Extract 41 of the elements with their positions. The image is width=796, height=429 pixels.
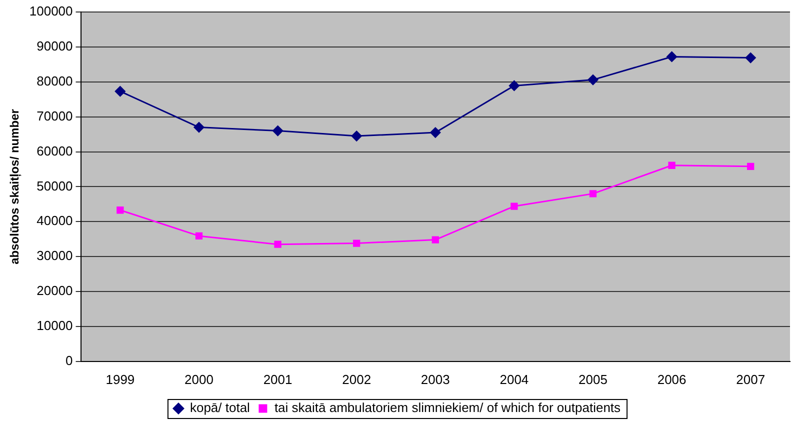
x-tick-label: 2007 — [736, 372, 766, 387]
y-tick-label: 100000 — [29, 4, 73, 19]
y-axis-title: absolūtos skaitļos/ number — [8, 108, 22, 264]
point — [668, 162, 676, 169]
y-tick-label: 30000 — [36, 248, 73, 264]
y-tick-label: 70000 — [36, 108, 73, 124]
point — [353, 240, 360, 247]
x-tick-label: 2005 — [578, 372, 608, 387]
legend-label: kopā/ total — [190, 400, 250, 416]
point — [114, 86, 126, 97]
x-tick-label: 2004 — [500, 372, 529, 387]
point — [589, 190, 597, 198]
point — [747, 162, 754, 170]
x-tick-label: 2000 — [184, 372, 214, 387]
x-tick-label: 2003 — [420, 372, 450, 387]
x-tick-label: 1999 — [106, 372, 135, 387]
point — [432, 236, 439, 244]
y-tick-label: 60000 — [36, 143, 73, 158]
point — [274, 240, 282, 248]
point — [588, 74, 598, 86]
y-tick-label: 50000 — [36, 178, 73, 194]
point — [195, 232, 203, 240]
point — [116, 206, 124, 214]
y-tick-label: 20000 — [36, 283, 73, 298]
y-tick-label: 0 — [66, 352, 73, 368]
point — [666, 51, 678, 62]
point — [508, 80, 520, 91]
y-tick-label: 90000 — [36, 38, 73, 54]
point — [272, 126, 284, 136]
point — [351, 130, 362, 142]
x-tick-label: 2002 — [342, 372, 372, 387]
y-tick-label: 10000 — [36, 318, 73, 334]
x-tick-label: 2006 — [657, 372, 686, 387]
point — [194, 122, 204, 133]
point — [430, 127, 441, 138]
y-tick-label: 40000 — [36, 213, 73, 228]
x-tick-label: 2001 — [263, 372, 292, 387]
point — [745, 52, 756, 64]
legend-label: tai skaitā ambulatoriem slimniekiem/ of which for outpatients — [274, 400, 622, 416]
point — [510, 202, 518, 210]
y-tick-label: 80000 — [36, 73, 73, 88]
